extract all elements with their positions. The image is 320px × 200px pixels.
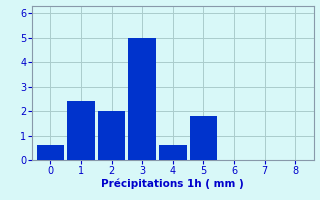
Bar	[36, 145, 64, 160]
Bar	[67, 101, 95, 160]
Bar	[159, 145, 187, 160]
Bar	[190, 116, 217, 160]
Bar	[98, 111, 125, 160]
Bar	[128, 38, 156, 160]
X-axis label: Précipitations 1h ( mm ): Précipitations 1h ( mm )	[101, 178, 244, 189]
